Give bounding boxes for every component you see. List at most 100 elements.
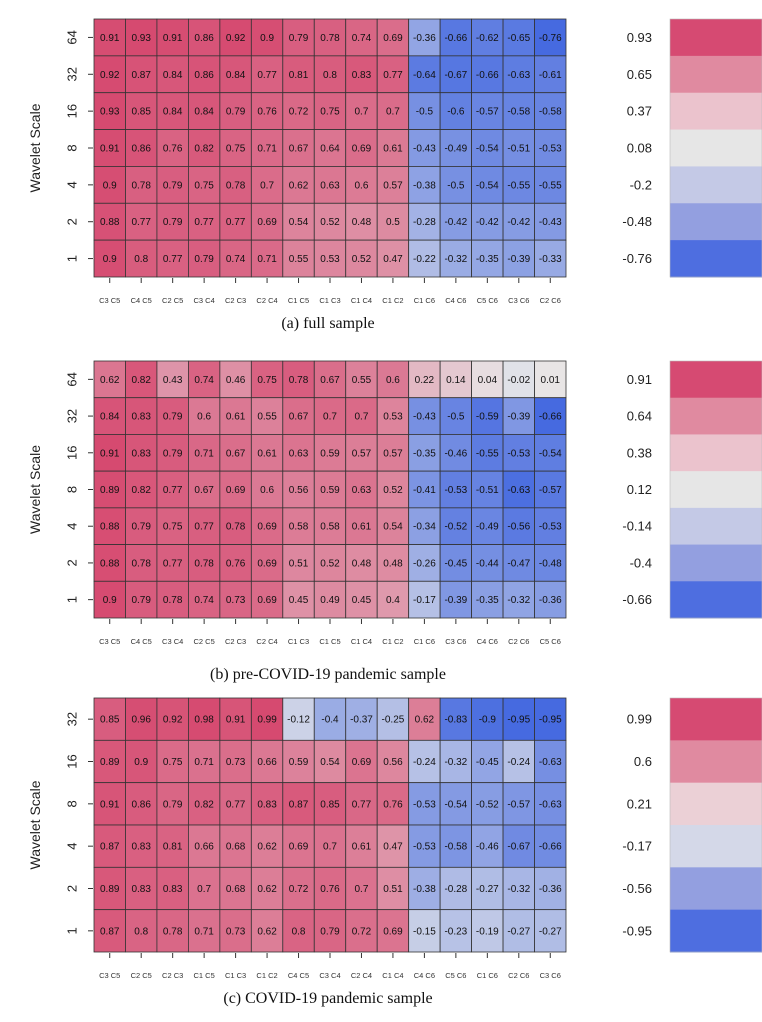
cell-label: 0.77 bbox=[383, 70, 403, 81]
cell-label: 0.78 bbox=[320, 33, 340, 44]
cell-label: -0.45 bbox=[444, 558, 467, 569]
x-tick-label: C1 C6 bbox=[414, 637, 435, 646]
heatmap-cell bbox=[471, 166, 504, 204]
cell-label: -0.27 bbox=[507, 926, 530, 937]
cell-label: 0.77 bbox=[226, 217, 246, 228]
y-tick-label: 1 bbox=[65, 596, 80, 603]
heatmap-cell bbox=[502, 202, 535, 241]
heatmap-cell bbox=[376, 782, 410, 826]
heatmap-cell bbox=[93, 470, 126, 509]
cell-label: 0.79 bbox=[226, 107, 246, 118]
cell-label: 0.88 bbox=[100, 522, 120, 533]
heatmap-cell bbox=[313, 202, 347, 241]
cell-label: -0.36 bbox=[413, 33, 436, 44]
legend-swatch bbox=[670, 909, 762, 953]
heatmap-cell bbox=[376, 129, 410, 167]
heatmap-cell bbox=[187, 782, 221, 826]
heatmap-cell bbox=[313, 434, 347, 472]
cell-label: 0.78 bbox=[163, 926, 183, 937]
legend-frame bbox=[669, 697, 762, 953]
x-tick-label: C3 C5 bbox=[99, 637, 120, 646]
cell-label: -0.65 bbox=[507, 33, 530, 44]
heatmap-cell bbox=[187, 360, 221, 399]
heatmap-cell bbox=[345, 239, 378, 278]
legend-label: 0.64 bbox=[627, 409, 652, 424]
cell-label: -0.41 bbox=[413, 485, 436, 496]
cell-label: -0.4 bbox=[321, 715, 339, 726]
x-tick-label: C4 C5 bbox=[131, 637, 152, 646]
heatmap-cell bbox=[502, 166, 535, 204]
heatmap-cell bbox=[376, 580, 410, 619]
heatmap-cell bbox=[408, 580, 441, 619]
x-tick-label: C2 C6 bbox=[540, 296, 561, 305]
heatmap-cell bbox=[439, 507, 472, 545]
heatmap-cell bbox=[313, 866, 347, 911]
cell-label: -0.32 bbox=[507, 884, 530, 895]
legend-label: -0.48 bbox=[622, 214, 652, 229]
cell-label: 0.52 bbox=[320, 217, 340, 228]
heatmap-cell bbox=[187, 397, 221, 435]
x-tick-label: C2 C3 bbox=[162, 971, 183, 980]
cell-label: 0.54 bbox=[383, 522, 403, 533]
heatmap-cell bbox=[502, 18, 535, 57]
x-tick-label: C1 C5 bbox=[194, 971, 215, 980]
heatmap-cell bbox=[282, 92, 315, 130]
heatmap-cell bbox=[282, 55, 315, 94]
heatmap-cell bbox=[219, 360, 252, 399]
x-tick-label: C1 C4 bbox=[351, 296, 372, 305]
legend-swatch bbox=[670, 92, 762, 131]
panel-caption: (c) COVID-19 pandemic sample bbox=[223, 990, 432, 1007]
cell-label: 0.81 bbox=[163, 842, 183, 853]
y-tick-label: 32 bbox=[65, 409, 80, 423]
heatmap-cell bbox=[93, 507, 126, 545]
cell-label: 0.79 bbox=[163, 412, 183, 423]
heatmap-cell bbox=[408, 909, 441, 953]
heatmap-cell bbox=[534, 202, 567, 241]
cell-label: 0.8 bbox=[134, 926, 148, 937]
cell-label: 0.69 bbox=[383, 926, 403, 937]
y-tick-label: 1 bbox=[65, 255, 80, 262]
cell-label: -0.53 bbox=[539, 144, 562, 155]
cell-label: -0.59 bbox=[476, 412, 499, 423]
x-tick-label: C3 C4 bbox=[162, 637, 183, 646]
heatmap-cell bbox=[219, 782, 252, 826]
heatmap-cell bbox=[156, 397, 189, 435]
legend-swatch bbox=[670, 544, 762, 582]
legend-swatch bbox=[670, 203, 762, 241]
heatmap-cell bbox=[313, 239, 347, 278]
cell-label: -0.47 bbox=[507, 558, 530, 569]
cell-label: 0.75 bbox=[163, 757, 183, 768]
cell-label: 0.99 bbox=[257, 715, 277, 726]
cell-label: -0.64 bbox=[413, 70, 436, 81]
cell-label: -0.46 bbox=[476, 842, 499, 853]
cell-label: 0.52 bbox=[352, 254, 372, 265]
heatmap-cell bbox=[408, 824, 441, 868]
cell-label: 0.54 bbox=[320, 757, 340, 768]
cell-label: 0.82 bbox=[131, 375, 151, 386]
cell-label: 0.62 bbox=[100, 375, 120, 386]
heatmap-cell bbox=[250, 55, 284, 94]
cell-label: -0.55 bbox=[539, 180, 562, 191]
y-tick-label: 32 bbox=[65, 67, 80, 81]
cell-label: 0.8 bbox=[323, 70, 337, 81]
cell-label: 0.85 bbox=[100, 715, 120, 726]
heatmap-cell bbox=[93, 239, 126, 278]
heatmap-cell bbox=[250, 909, 284, 953]
x-tick-label: C2 C3 bbox=[225, 296, 246, 305]
heatmap-cell bbox=[187, 55, 221, 94]
cell-label: 0.55 bbox=[289, 254, 309, 265]
cell-label: 0.84 bbox=[100, 412, 120, 423]
heatmap-cell bbox=[125, 434, 158, 472]
cell-label: 0.57 bbox=[383, 448, 403, 459]
cell-label: -0.35 bbox=[413, 448, 436, 459]
cell-label: 0.91 bbox=[100, 799, 120, 810]
cell-label: 0.68 bbox=[226, 842, 246, 853]
cell-label: 0.79 bbox=[163, 217, 183, 228]
x-tick-label: C2 C3 bbox=[225, 637, 246, 646]
heatmap-cell bbox=[439, 580, 472, 619]
heatmap-cell bbox=[156, 360, 189, 399]
cell-label: 0.6 bbox=[386, 375, 400, 386]
y-tick-label: 16 bbox=[65, 104, 80, 118]
heatmap-cell bbox=[345, 866, 378, 911]
